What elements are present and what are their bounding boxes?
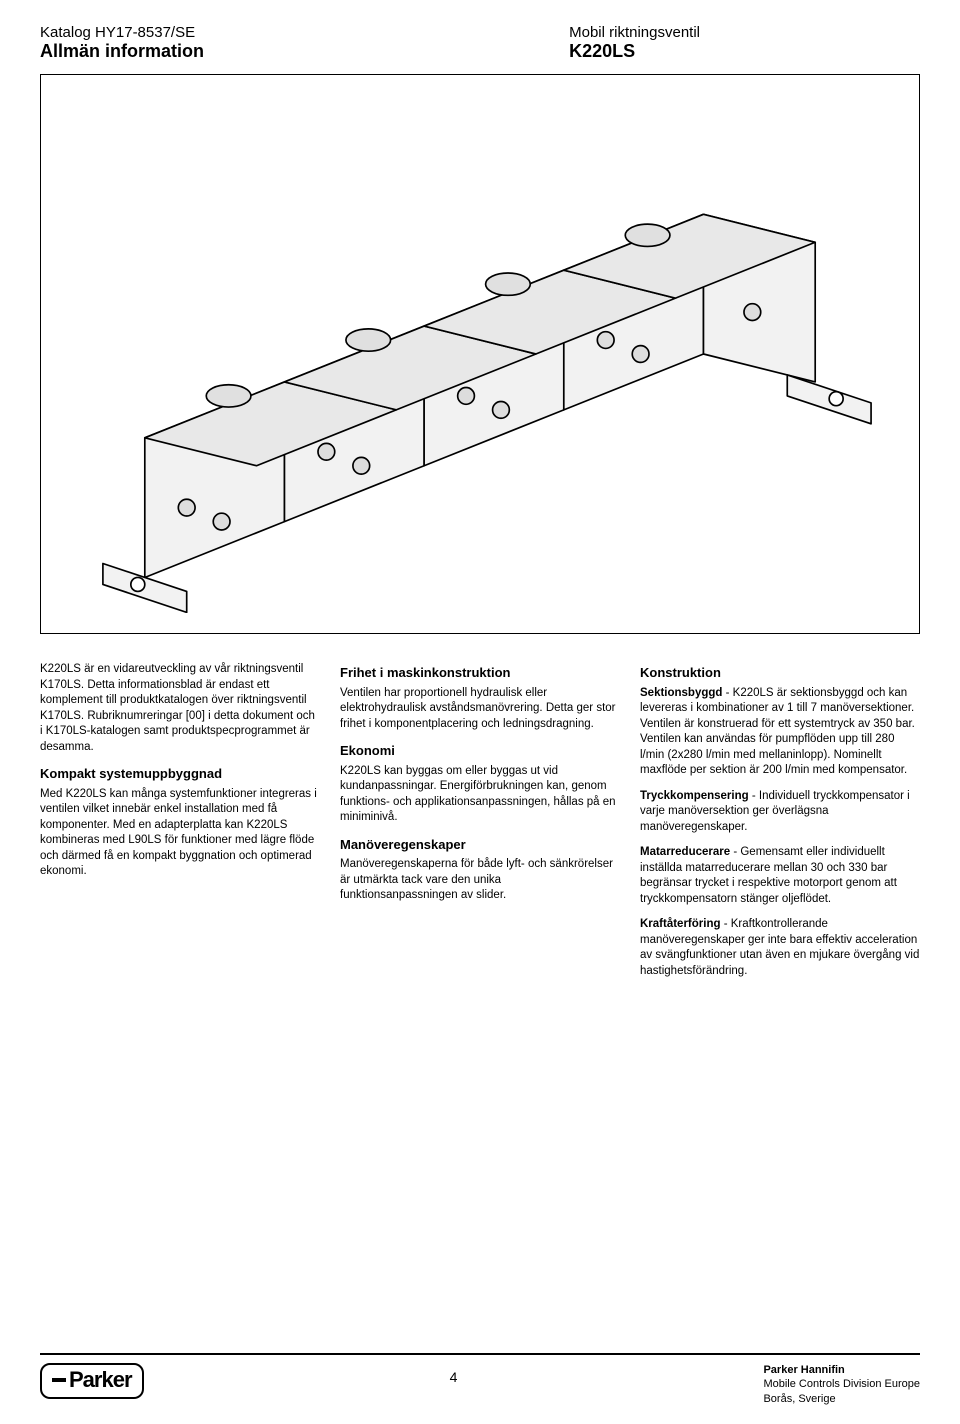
footer-company-block: Parker Hannifin Mobile Controls Division… <box>763 1363 920 1406</box>
footer-rule <box>40 1353 920 1355</box>
intro-paragraph: K220LS är en vidareutveckling av vår rik… <box>40 662 320 755</box>
logo-dash-icon <box>52 1378 66 1382</box>
section-title: Allmän information <box>40 41 204 62</box>
kraftaterforing-paragraph: Kraftåterföring - Kraftkontrollerande ma… <box>640 917 920 979</box>
matarreducerare-label: Matarreducerare <box>640 846 730 858</box>
header-right: Mobil riktningsventil K220LS <box>569 24 920 62</box>
footer-division: Mobile Controls Division Europe <box>763 1377 920 1391</box>
logo-text: Parker <box>69 1367 132 1393</box>
kraftaterforing-label: Kraftåterföring <box>640 918 721 930</box>
sektionsbyggd-text: - K220LS är sektionsbyggd och kan levere… <box>640 687 915 777</box>
heading-manov: Manöveregenskaper <box>340 836 620 854</box>
ekonomi-paragraph: K220LS kan byggas om eller byggas ut vid… <box>340 764 620 826</box>
header-left: Katalog HY17-8537/SE Allmän information <box>40 24 204 62</box>
page-number: 4 <box>450 1363 458 1385</box>
column-3: Konstruktion Sektionsbyggd - K220LS är s… <box>640 662 920 989</box>
catalog-number: Katalog HY17-8537/SE <box>40 24 204 41</box>
parker-logo: Parker <box>40 1363 144 1399</box>
product-illustration-box <box>40 74 920 634</box>
content-columns: K220LS är en vidareutveckling av vår rik… <box>40 662 920 989</box>
heading-frihet: Frihet i maskinkonstruktion <box>340 664 620 682</box>
valve-illustration-icon <box>61 95 899 613</box>
footer-location: Borås, Sverige <box>763 1392 920 1406</box>
model-name: K220LS <box>569 41 700 62</box>
page-header: Katalog HY17-8537/SE Allmän information … <box>40 24 920 62</box>
tryckkompensering-paragraph: Tryckkompensering - Individuell tryckkom… <box>640 789 920 836</box>
column-1: K220LS är en vidareutveckling av vår rik… <box>40 662 320 989</box>
product-line: Mobil riktningsventil <box>569 24 700 41</box>
tryckkompensering-label: Tryckkompensering <box>640 790 749 802</box>
matarreducerare-paragraph: Matarreducerare - Gemensamt eller indivi… <box>640 845 920 907</box>
page-footer: Parker 4 Parker Hannifin Mobile Controls… <box>40 1353 920 1406</box>
sektionsbyggd-paragraph: Sektionsbyggd - K220LS är sektionsbyggd … <box>640 686 920 779</box>
manov-paragraph: Manöveregenskaperna för både lyft- och s… <box>340 857 620 904</box>
footer-company: Parker Hannifin <box>763 1363 920 1377</box>
sektionsbyggd-label: Sektionsbyggd <box>640 687 722 699</box>
heading-kompakt: Kompakt systemuppbyggnad <box>40 765 320 783</box>
heading-ekonomi: Ekonomi <box>340 742 620 760</box>
frihet-paragraph: Ventilen har proportionell hydraulisk el… <box>340 686 620 733</box>
column-2: Frihet i maskinkonstruktion Ventilen har… <box>340 662 620 989</box>
kompakt-paragraph: Med K220LS kan många systemfunktioner in… <box>40 787 320 880</box>
heading-konstruktion: Konstruktion <box>640 664 920 682</box>
